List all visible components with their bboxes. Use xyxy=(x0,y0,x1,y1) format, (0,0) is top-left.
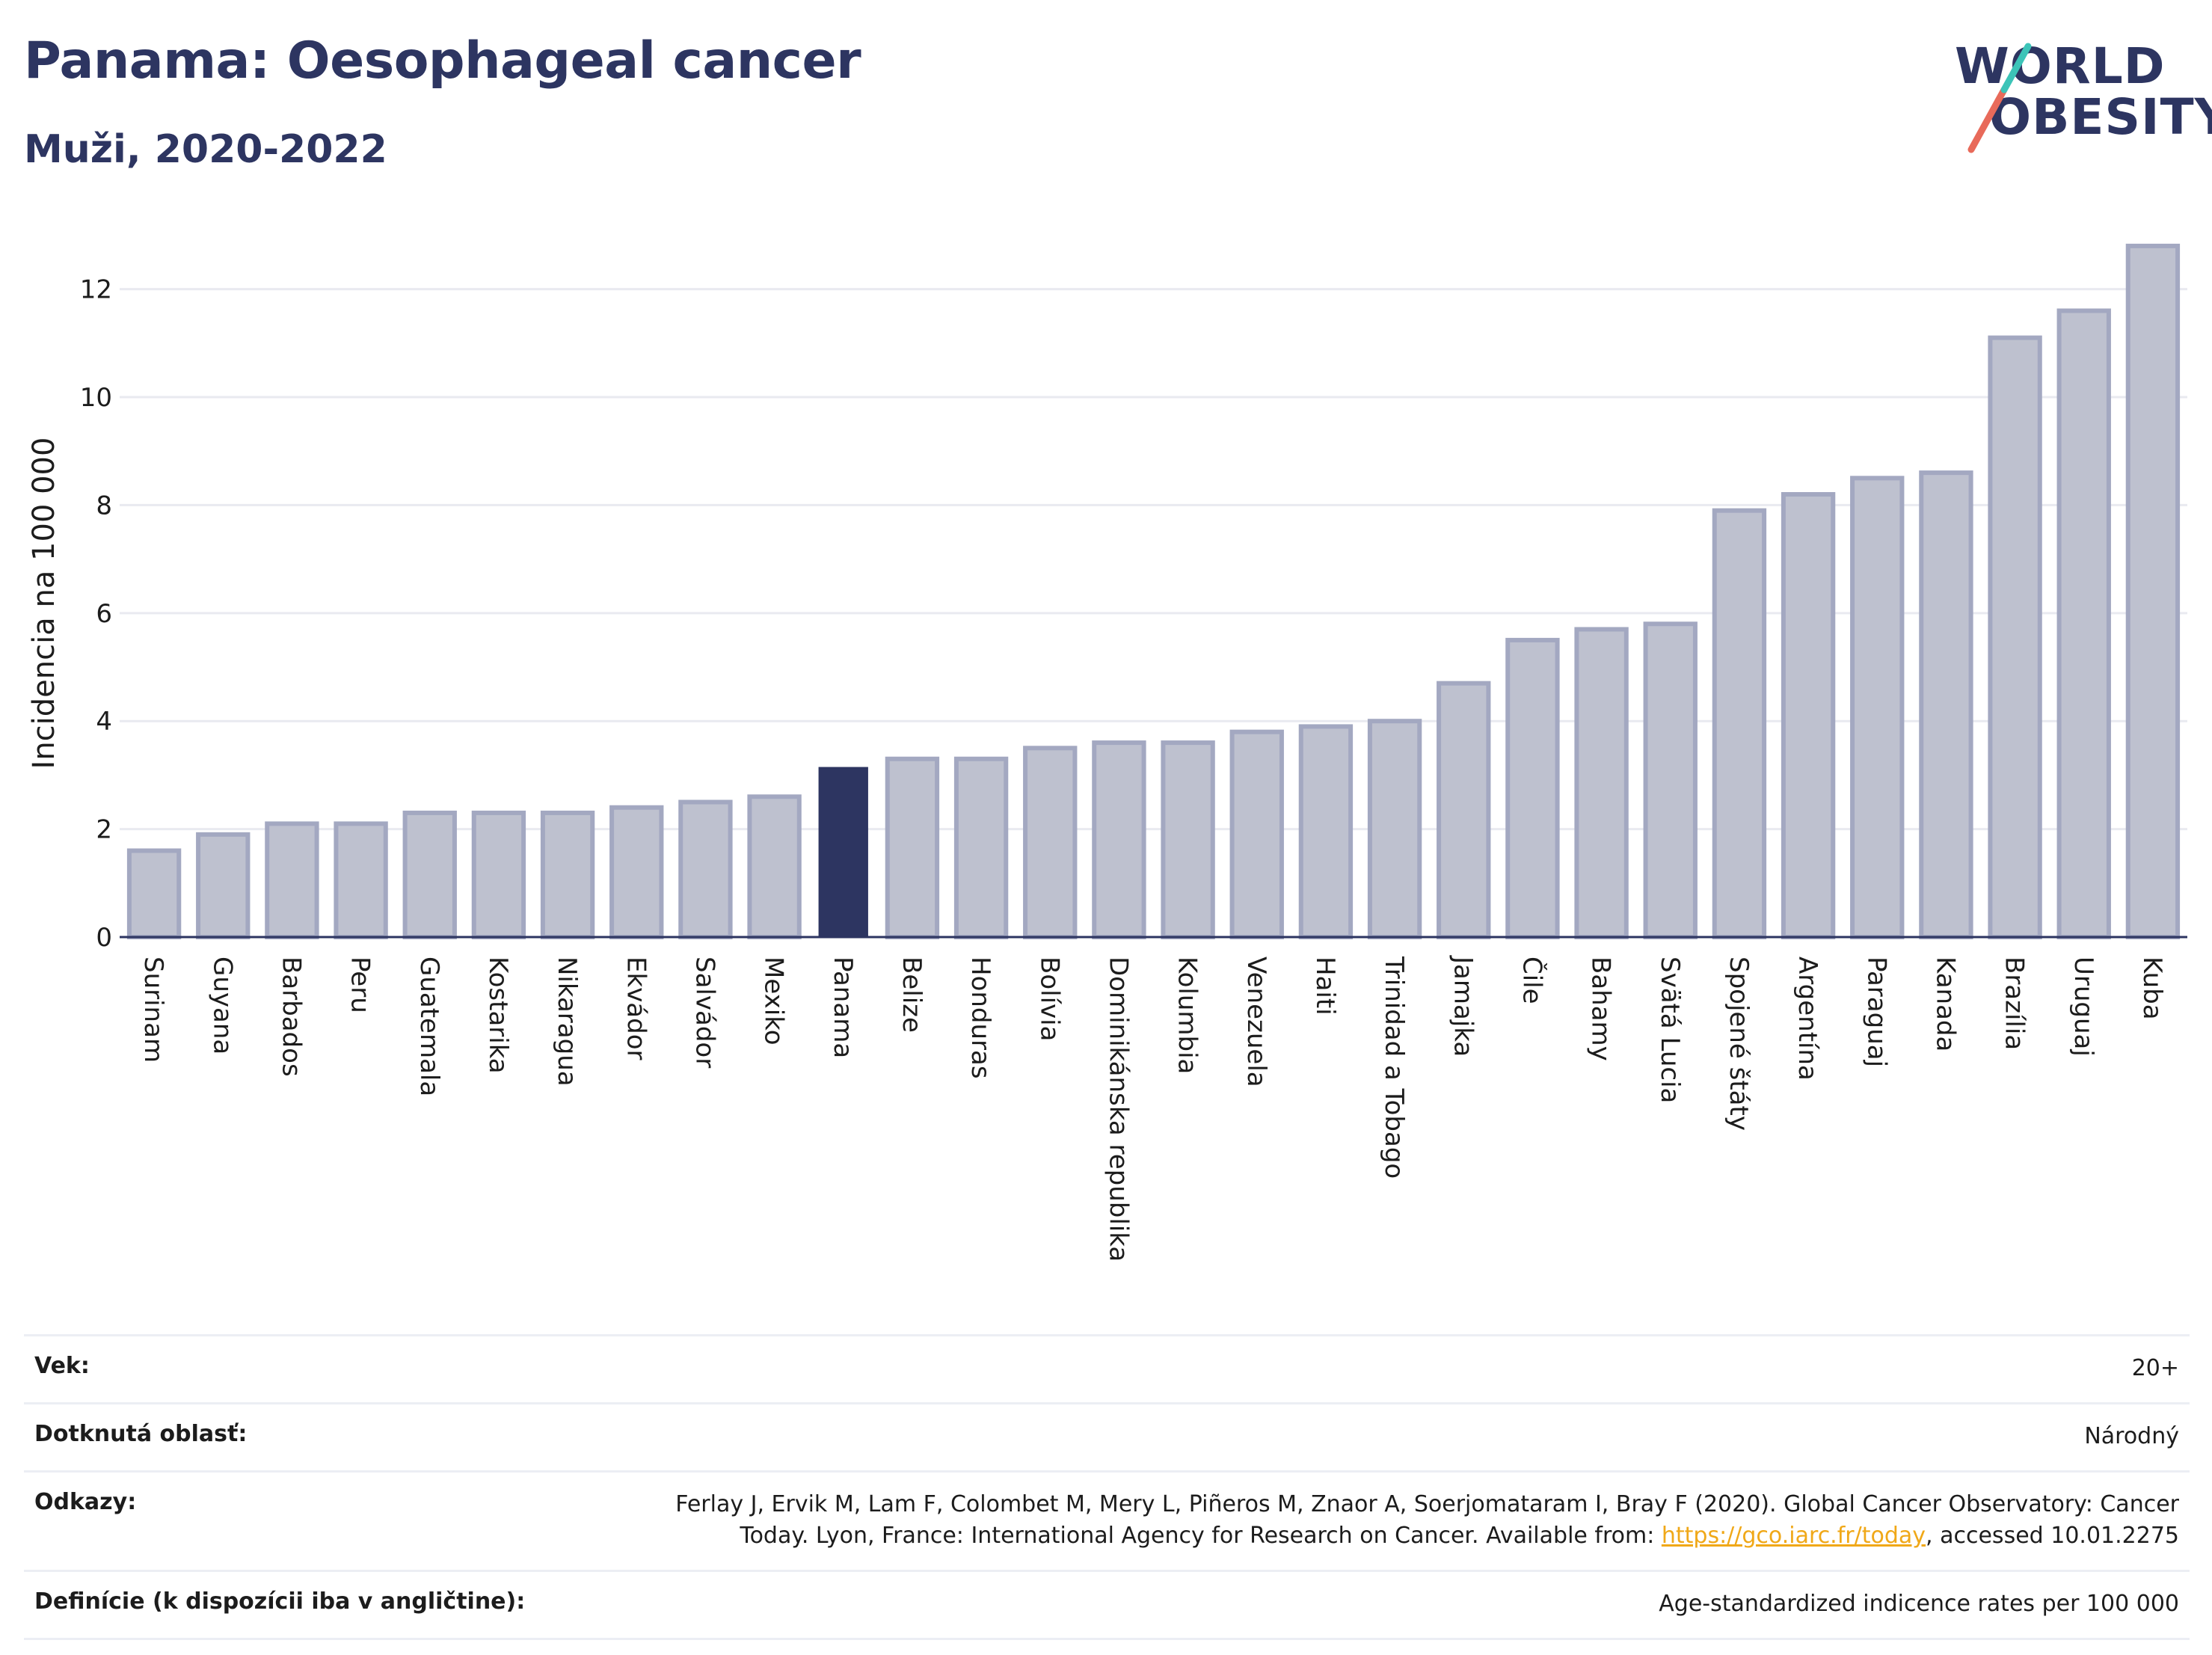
x-tick-label: Surinam xyxy=(138,957,168,1063)
y-axis-title: Incidencia na 100 000 xyxy=(27,437,61,770)
page-subtitle: Muži, 2020-2022 xyxy=(24,127,387,172)
x-tick-label: Guyana xyxy=(207,957,237,1054)
bar xyxy=(1161,740,1215,939)
x-tick-label: Barbados xyxy=(276,957,306,1077)
bar xyxy=(540,810,595,940)
x-tick-label: Kolumbia xyxy=(1173,957,1202,1074)
references-accessed: , accessed 10.01.2275 xyxy=(1926,1523,2179,1549)
bar xyxy=(1367,719,1422,939)
bar xyxy=(1712,508,1767,939)
info-row-age: Vek: 20+ xyxy=(24,1334,2190,1402)
bar xyxy=(471,810,526,940)
bar xyxy=(1437,681,1491,939)
bar xyxy=(1919,470,1973,939)
x-tick-label: Svätá Lucia xyxy=(1655,957,1685,1103)
x-tick-label: Belize xyxy=(897,957,927,1033)
bar xyxy=(678,799,733,939)
x-tick-label: Haiti xyxy=(1310,957,1340,1016)
bar xyxy=(1850,476,1905,939)
logo-slash-icon xyxy=(1967,43,2032,153)
y-tick-label: 12 xyxy=(80,275,112,305)
x-tick-label: Čile xyxy=(1517,957,1547,1004)
area-label: Dotknutá oblasť: xyxy=(34,1421,248,1447)
y-tick-label: 6 xyxy=(96,599,112,629)
x-tick-label: Bolívia xyxy=(1034,957,1064,1041)
age-label: Vek: xyxy=(34,1353,90,1379)
x-tick-label: Nikaragua xyxy=(552,957,582,1087)
world-obesity-logo: WORLD OBESITY xyxy=(1944,22,2212,157)
x-tick-label: Trinidad a Tobago xyxy=(1379,956,1409,1179)
logo-line-1: WORLD xyxy=(1955,37,2166,95)
y-tick-label: 0 xyxy=(96,923,112,953)
bar xyxy=(1781,491,1836,939)
references-link[interactable]: https://gco.iarc.fr/today xyxy=(1661,1523,1926,1549)
references-label: Odkazy: xyxy=(34,1489,137,1515)
y-tick-label: 8 xyxy=(96,491,112,521)
x-tick-label: Kanada xyxy=(1930,957,1960,1051)
info-row-definitions: Definície (k dispozícii iba v angličtine… xyxy=(24,1570,2190,1640)
x-tick-label: Bahamy xyxy=(1586,957,1616,1061)
bar xyxy=(1023,746,1078,939)
y-tick-label: 2 xyxy=(96,815,112,845)
bar-chart: 0 2 4 6 8 10 12 Incidencia na 100 000 Surinam Guy… xyxy=(27,243,2187,1262)
bar xyxy=(402,810,457,940)
bar xyxy=(1643,621,1698,939)
page-title: Panama: Oesophageal cancer xyxy=(24,31,861,90)
bar xyxy=(1092,740,1146,939)
info-table: Vek: 20+ Dotknutá oblasť: Národný Odkazy… xyxy=(24,1334,2190,1640)
x-tick-label: Brazília xyxy=(2000,957,2030,1050)
x-tick-label: Kostarika xyxy=(483,957,513,1074)
x-tick-label: Jamajka xyxy=(1448,955,1478,1057)
definitions-value: Age-standardized indicence rates per 100… xyxy=(1659,1591,2179,1617)
bar xyxy=(885,756,940,939)
area-value: Národný xyxy=(2084,1423,2179,1449)
bar xyxy=(2056,308,2111,939)
x-tick-label: Uruguaj xyxy=(2068,957,2098,1057)
bar xyxy=(196,832,251,940)
y-tick-label: 10 xyxy=(80,383,112,413)
logo-line-2: OBESITY xyxy=(1989,88,2212,146)
x-tick-label: Venezuela xyxy=(1241,957,1271,1087)
references-value: Ferlay J, Ervik M, Lam F, Colombet M, Me… xyxy=(609,1489,2179,1552)
bar xyxy=(265,821,319,939)
x-tick-label: Mexiko xyxy=(759,957,789,1045)
age-value: 20+ xyxy=(2131,1355,2179,1381)
bar xyxy=(953,756,1009,939)
bar xyxy=(1574,627,1629,940)
x-tick-label: Salvádor xyxy=(689,957,719,1068)
info-row-references: Odkazy: Ferlay J, Ervik M, Lam F, Colomb… xyxy=(24,1470,2190,1570)
x-tick-label: Guatemala xyxy=(414,957,444,1096)
x-tick-label: Honduras xyxy=(965,957,995,1079)
references-text: Ferlay J, Ervik M, Lam F, Colombet M, Me… xyxy=(675,1491,2179,1549)
x-tick-label: Paraguaj xyxy=(1861,957,1891,1067)
bar xyxy=(2125,243,2181,939)
x-tick-label: Ekvádor xyxy=(621,957,651,1060)
bar xyxy=(609,805,664,940)
bar xyxy=(334,821,388,939)
y-tick-label: 4 xyxy=(96,707,112,737)
bar xyxy=(126,848,182,940)
definitions-label: Definície (k dispozícii iba v angličtine… xyxy=(34,1588,526,1615)
bar xyxy=(1988,335,2042,939)
x-tick-label: Dominikánska republika xyxy=(1103,957,1133,1262)
x-tick-label: Spojené štáty xyxy=(1724,957,1754,1131)
info-row-area: Dotknutá oblasť: Národný xyxy=(24,1402,2190,1470)
x-tick-label: Kuba xyxy=(2137,957,2167,1020)
bar xyxy=(1298,724,1354,939)
x-tick-label: Peru xyxy=(345,957,375,1013)
bar xyxy=(818,767,868,937)
bar xyxy=(1505,637,1560,940)
bar xyxy=(1229,729,1284,939)
bar xyxy=(747,794,802,939)
x-tick-label: Panama xyxy=(828,957,858,1058)
x-tick-label: Argentína xyxy=(1792,957,1822,1081)
